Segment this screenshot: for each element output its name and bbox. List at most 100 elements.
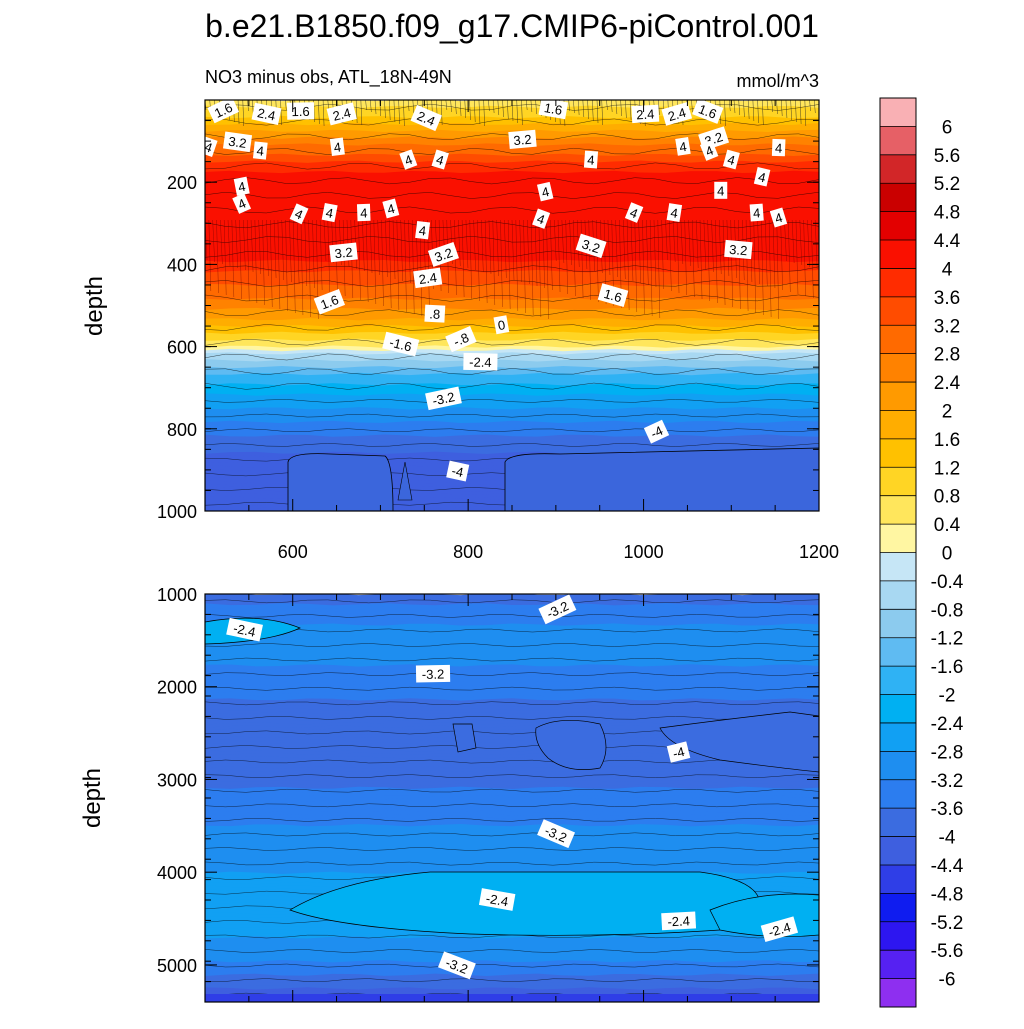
- deep-streak: [404, 219, 407, 313]
- contour-label-bg: [575, 233, 607, 259]
- contour-label: 4: [399, 149, 418, 170]
- deep-streak: [289, 219, 292, 283]
- contour-label-bg: [329, 242, 358, 263]
- deep-streak: [569, 219, 572, 266]
- contour-label: 1.6: [692, 100, 724, 124]
- surface-streak: [365, 100, 367, 111]
- colorbar-swatch: [880, 637, 916, 667]
- contour-label: 3.2: [508, 129, 537, 150]
- surface-streak: [459, 100, 462, 117]
- colorbar-swatch: [880, 98, 916, 127]
- contour-line: [205, 294, 819, 302]
- x-tick-label: 800: [453, 542, 483, 562]
- colorbar-swatch: [880, 154, 916, 184]
- deep-streak: [665, 219, 668, 261]
- deep-streak: [553, 219, 557, 262]
- deep-streak: [730, 219, 733, 308]
- deep-streak: [469, 219, 473, 300]
- colorbar-label: 3.6: [934, 288, 960, 309]
- surface-streak: [795, 100, 797, 123]
- deep-streak: [588, 219, 591, 301]
- contour-line: [205, 443, 819, 447]
- deep-streak: [396, 219, 400, 311]
- contour-band: [205, 420, 819, 428]
- contour-label: -4: [643, 419, 670, 444]
- contour-label-bg: [624, 202, 644, 223]
- deep-streak: [538, 219, 542, 318]
- colorbar-swatch: [880, 751, 916, 781]
- deep-streak: [473, 219, 476, 271]
- deep-streak: [699, 219, 703, 300]
- contour-label: -3.2: [425, 386, 462, 411]
- contour-label: 4: [356, 203, 371, 222]
- deep-streak: [795, 219, 799, 295]
- deep-streak: [496, 219, 499, 277]
- contour-band: [205, 167, 819, 174]
- deep-streak: [646, 219, 649, 286]
- contour-label-text: 3.2: [334, 244, 354, 261]
- deep-streak: [692, 219, 695, 298]
- surface-streak: [606, 100, 608, 111]
- contour-label-text: 1.6: [696, 101, 718, 121]
- colorbar-label: 1.2: [934, 458, 960, 479]
- deep-streak: [504, 219, 507, 279]
- deep-streak: [530, 219, 534, 316]
- deep-streak: [246, 219, 250, 302]
- colorbar-swatch: [880, 410, 916, 440]
- colorbar-label: -2: [939, 686, 956, 707]
- surface-streak: [615, 100, 618, 115]
- deep-streak: [381, 219, 384, 307]
- contour-band: [205, 837, 819, 845]
- contour-label: -.8: [445, 326, 477, 353]
- colorbar-swatch: [880, 240, 916, 269]
- contour-line: [205, 309, 819, 317]
- contour-label: -2.4: [760, 916, 799, 943]
- upper-axis-ticks: 200 400 600 800 1000 600 800 1000 1200: [157, 99, 839, 562]
- colorbar-label: -3.6: [931, 799, 964, 820]
- contour-label: 4: [675, 136, 691, 156]
- deep-streak: [811, 219, 814, 299]
- contour-label-text: 4: [434, 152, 445, 168]
- contour-label-bg: [749, 203, 764, 222]
- surface-streak: [412, 100, 415, 114]
- contour-line: [205, 861, 819, 866]
- contour-label-bg: [226, 617, 263, 642]
- surface-streak: [242, 100, 245, 127]
- surface-streak: [464, 100, 467, 119]
- deep-streak: [718, 219, 722, 275]
- surface-streak: [804, 100, 807, 127]
- deep-streak: [565, 219, 568, 295]
- surface-streak: [766, 100, 769, 111]
- deep-streak: [250, 219, 254, 273]
- minimum-region: [504, 447, 819, 511]
- contour-label: 2.4: [413, 267, 443, 289]
- contour-label-bg: [508, 129, 537, 150]
- upper-minimum-regions: [287, 447, 819, 511]
- surface-streak: [733, 100, 736, 114]
- deep-streak: [688, 219, 691, 267]
- colorbar-swatch: [880, 183, 916, 213]
- surface-streak: [403, 100, 405, 127]
- contour-band: [205, 943, 819, 950]
- surface-streak: [691, 100, 693, 113]
- contour-label-bg: [382, 331, 420, 357]
- contour-label-bg: [538, 594, 577, 625]
- deep-streak: [458, 219, 461, 267]
- colorbar-label: 2.8: [934, 345, 960, 366]
- deep-streak: [607, 219, 611, 276]
- surface-streak: [582, 100, 585, 118]
- surface-streak: [568, 100, 570, 112]
- contour-label-bg: [321, 202, 338, 223]
- contour-label-text: 2.4: [331, 105, 352, 124]
- surface-streak: [747, 100, 750, 120]
- contour-line: [205, 716, 819, 720]
- surface-streak: [247, 100, 249, 112]
- deep-streak: [707, 219, 710, 302]
- surface-streak: [285, 100, 287, 111]
- colorbar-label: -0.8: [931, 600, 964, 621]
- contour-label: -2.4: [478, 888, 516, 911]
- contour-line: [205, 672, 819, 676]
- contour-label: 2.4: [251, 102, 282, 126]
- contour-line: [205, 399, 819, 403]
